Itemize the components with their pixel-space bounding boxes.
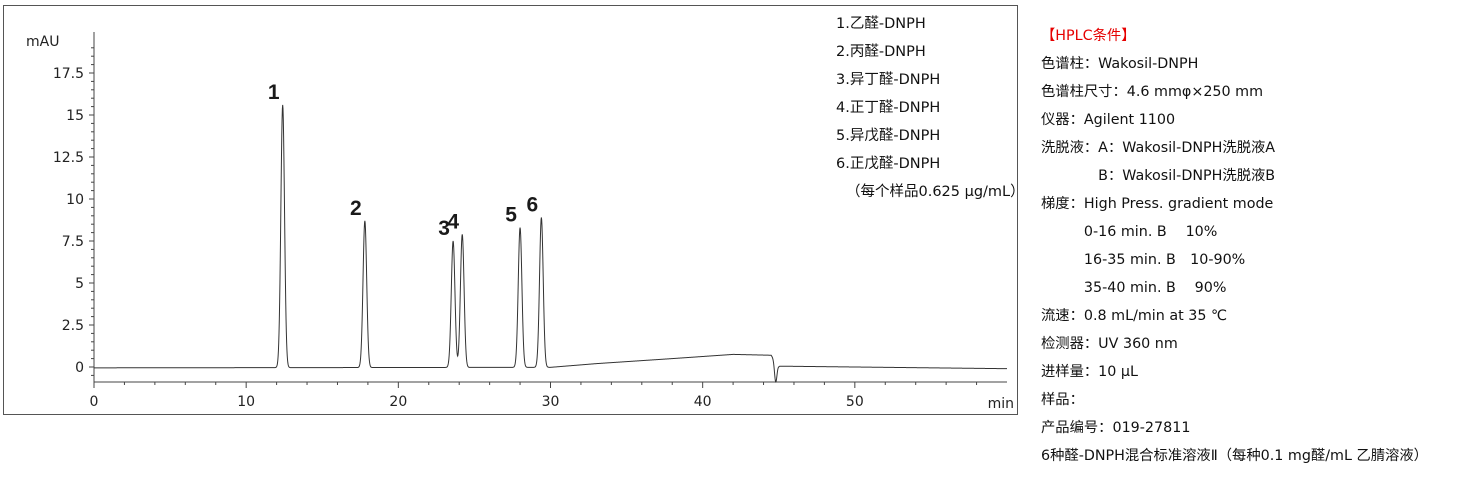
x-tick-label: 30 xyxy=(542,394,560,410)
x-tick-label: 40 xyxy=(694,394,712,410)
y-tick-label: 0 xyxy=(75,360,84,376)
chromatogram-frame: 0 2.5 5 7.5 10 12.5 15 17.5 0 10 20 30 40 50 mAU min 1 2… xyxy=(3,5,1019,415)
condition-line: 0-16 min. B 10% xyxy=(1041,224,1218,240)
condition-line: B：Wakosil-DNPH洗脱液B xyxy=(1041,168,1276,184)
x-tick-label: 0 xyxy=(90,394,99,410)
chromatogram-line xyxy=(94,104,1007,383)
condition-line: 梯度：High Press. gradient mode xyxy=(1041,196,1274,212)
chromatogram-trace xyxy=(94,104,1007,383)
condition-line: 6种醛-DNPH混合标准溶液Ⅱ（每种0.1 mg醛/mL 乙腈溶液） xyxy=(1041,448,1428,464)
y-tick-label: 12.5 xyxy=(53,150,84,166)
legend-item: 3.异丁醛-DNPH xyxy=(836,71,940,88)
condition-line: 样品： xyxy=(1041,392,1084,408)
x-tick-label: 20 xyxy=(389,394,407,410)
peak-label: 2 xyxy=(350,197,362,220)
legend-item: 5.异戊醛-DNPH xyxy=(836,127,940,144)
condition-line: 产品编号：019-27811 xyxy=(1041,420,1191,436)
peak-label: 4 xyxy=(447,210,459,233)
chromatogram: 0 2.5 5 7.5 10 12.5 15 17.5 0 10 20 30 40 50 mAU min 1 2… xyxy=(26,15,1019,412)
x-axis-label: min xyxy=(988,396,1014,412)
x-tick-label: 50 xyxy=(846,394,864,410)
x-tick-label: 10 xyxy=(237,394,255,410)
condition-line: 仪器：Agilent 1100 xyxy=(1041,112,1176,128)
legend-note: （每个样品0.625 µg/mL） xyxy=(846,183,1019,200)
y-tick-label: 15 xyxy=(66,108,84,124)
y-tick-label: 5 xyxy=(75,276,84,292)
peak-label: 5 xyxy=(505,204,517,227)
legend-item: 1.乙醛-DNPH xyxy=(836,15,926,32)
peak-label: 1 xyxy=(268,81,280,104)
y-axis-label: mAU xyxy=(26,34,59,50)
peak-label: 6 xyxy=(527,193,539,216)
y-tick-label: 10 xyxy=(66,192,84,208)
condition-line: 色谱柱尺寸：4.6 mmφ×250 mm xyxy=(1041,84,1264,100)
conditions-list: 色谱柱：Wakosil-DNPH 色谱柱尺寸：4.6 mmφ×250 mm 仪器：A… xyxy=(1041,50,1461,470)
hplc-conditions-panel: 【HPLC条件】 色谱柱：Wakosil-DNPH 色谱柱尺寸：4.6 mmφ×2… xyxy=(1041,22,1461,470)
legend: 1.乙醛-DNPH 2.丙醛-DNPH 3.异丁醛-DNPH 4.正丁醛-DNPH 5.… xyxy=(836,15,1019,200)
condition-line: 16-35 min. B 10-90% xyxy=(1041,252,1246,268)
condition-line: 进样量：10 µL xyxy=(1041,364,1138,380)
condition-line: 色谱柱：Wakosil-DNPH xyxy=(1041,56,1199,72)
y-tick-label: 17.5 xyxy=(53,66,84,82)
legend-item: 2.丙醛-DNPH xyxy=(836,43,926,60)
y-tick-label: 7.5 xyxy=(62,234,84,250)
condition-line: 洗脱液：A：Wakosil-DNPH洗脱液A xyxy=(1041,140,1276,156)
conditions-title: 【HPLC条件】 xyxy=(1041,28,1136,44)
y-tick-label: 2.5 xyxy=(62,318,84,334)
legend-item: 6.正戊醛-DNPH xyxy=(836,155,940,172)
condition-line: 流速：0.8 mL/min at 35 ℃ xyxy=(1041,308,1228,324)
condition-line: 35-40 min. B 90% xyxy=(1041,280,1227,296)
condition-line: 检测器：UV 360 nm xyxy=(1041,336,1178,352)
legend-item: 4.正丁醛-DNPH xyxy=(836,99,940,116)
peak-label: 3 xyxy=(438,217,450,240)
